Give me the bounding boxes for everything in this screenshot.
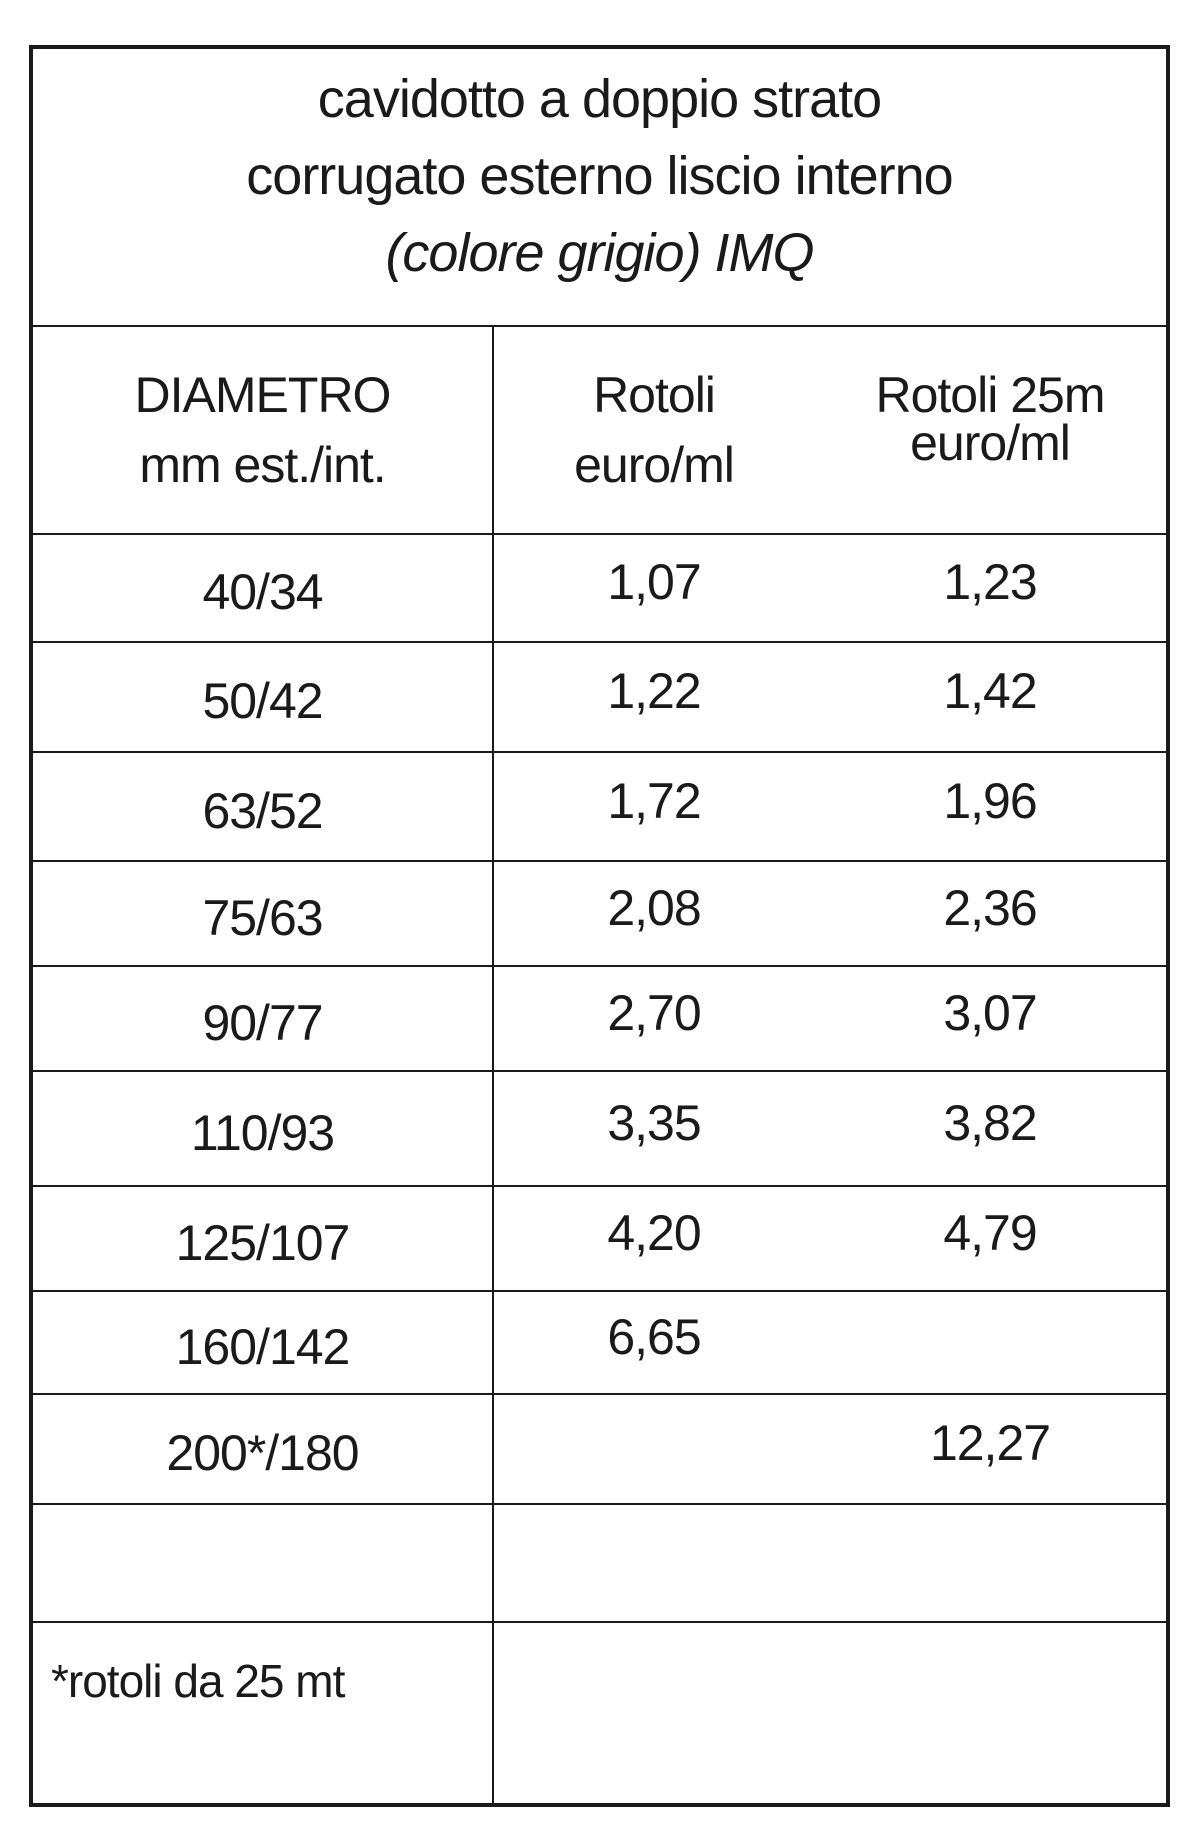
cell-rotoli: 1,72 [607, 772, 701, 829]
cell-diametro: 50/42 [202, 673, 323, 729]
cell-rotoli-25m: 4,79 [943, 1204, 1037, 1261]
header-line: Rotoli 25m [875, 367, 1106, 423]
title-line-3: (colore grigio) IMQ [385, 223, 814, 283]
cell-diametro: 125/107 [175, 1214, 351, 1271]
cell-diametro: 63/52 [202, 782, 323, 839]
row-divider [33, 641, 1166, 643]
divider [33, 325, 1166, 327]
row-divider [33, 965, 1166, 967]
cell-rotoli: 1,22 [607, 663, 701, 719]
cell-rotoli: 2,70 [607, 984, 701, 1041]
divider [33, 533, 1166, 535]
row-divider [33, 860, 1166, 862]
cell-rotoli-25m: 1,42 [943, 663, 1037, 719]
cell-rotoli-25m: 3,82 [943, 1094, 1037, 1151]
cell-rotoli-25m: 1,23 [943, 554, 1037, 610]
cell-diametro: 110/93 [190, 1104, 335, 1161]
cell-diametro: 160/142 [175, 1318, 351, 1375]
row-divider [33, 1290, 1166, 1292]
cell-rotoli-25m: 2,36 [943, 879, 1037, 936]
header-line: mm est./int. [139, 437, 386, 493]
title-line-1: cavidotto a doppio strato [317, 69, 882, 129]
cell-rotoli-25m: 3,07 [943, 984, 1037, 1041]
column-divider [492, 325, 494, 1803]
row-divider [33, 1393, 1166, 1395]
cell-rotoli: 4,20 [607, 1204, 701, 1261]
cell-rotoli-25m: 1,96 [943, 772, 1037, 829]
header-line: DIAMETRO [134, 367, 392, 423]
cell-diametro: 200*/180 [166, 1425, 359, 1481]
title-line-2: corrugato esterno liscio interno [246, 146, 953, 206]
header-line: Rotoli [593, 367, 716, 423]
footnote: *rotoli da 25 mt [51, 1655, 345, 1707]
row-divider [33, 1503, 1166, 1505]
cell-rotoli: 2,08 [607, 879, 701, 936]
cell-diametro: 90/77 [202, 994, 323, 1051]
row-divider [33, 751, 1166, 753]
header-line: euro/ml [574, 437, 735, 493]
cell-diametro: 40/34 [202, 564, 323, 620]
cell-diametro: 75/63 [202, 889, 323, 946]
table-title: cavidotto a doppio strato corrugato este… [33, 49, 1166, 325]
cell-rotoli: 1,07 [607, 554, 701, 610]
row-divider [33, 1070, 1166, 1072]
price-table: cavidotto a doppio strato corrugato este… [29, 45, 1170, 1807]
divider [33, 1621, 1166, 1623]
row-divider [33, 1185, 1166, 1187]
header-line: euro/ml [910, 415, 1071, 471]
header-rotoli-25m: Rotoli 25m euro/ml [814, 367, 1166, 471]
header-diametro: DIAMETRO mm est./int. [33, 367, 492, 493]
cell-rotoli: 6,65 [607, 1308, 701, 1365]
header-rotoli: Rotoli euro/ml [494, 367, 814, 493]
cell-rotoli: 3,35 [607, 1094, 701, 1151]
cell-rotoli-25m: 12,27 [929, 1415, 1051, 1471]
